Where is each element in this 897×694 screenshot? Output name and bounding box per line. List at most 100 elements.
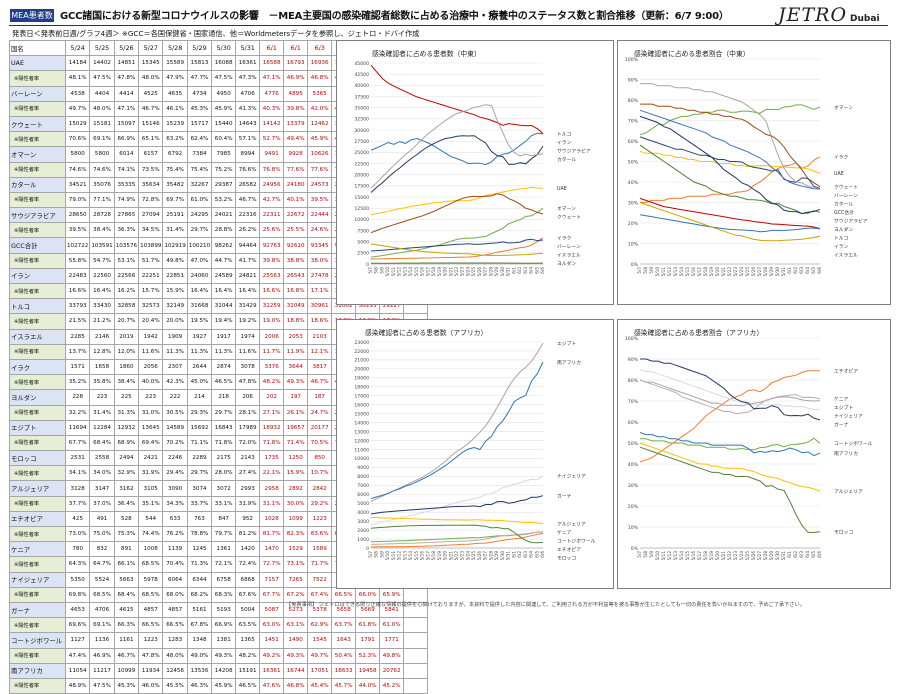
x-tick-label: 5/17 xyxy=(425,267,430,277)
count-cell: 19657 xyxy=(284,420,308,435)
count-cell: 12462 xyxy=(308,116,332,131)
pct-cell: 66.1% xyxy=(114,557,138,572)
pct-cell: 47.1% xyxy=(260,71,284,86)
header-cell-date: 5/29 xyxy=(187,41,211,56)
count-cell: 3376 xyxy=(260,359,284,374)
count-cell: 228 xyxy=(66,390,90,405)
pct-cell: 70.4% xyxy=(163,557,187,572)
count-cell: 3074 xyxy=(187,481,211,496)
pct-cell xyxy=(404,648,428,663)
pct-cell: 75.0% xyxy=(90,527,114,542)
pct-cell: 52.7% xyxy=(260,132,284,147)
x-tick-label: 5/14 xyxy=(408,267,413,277)
x-tick-label: 5/13 xyxy=(673,267,678,277)
pct-cell: 63.0% xyxy=(260,618,284,633)
country-name: エジプト xyxy=(10,420,66,435)
count-cell: 3644 xyxy=(284,359,308,374)
pct-cell: 76.8% xyxy=(260,162,284,177)
pct-cell: 49.8% xyxy=(163,253,187,268)
pct-cell: 81.7% xyxy=(260,527,284,542)
country-name: 南アフリカ xyxy=(10,663,66,678)
x-tick-label: 5/29 xyxy=(494,267,499,277)
count-cell: 5524 xyxy=(90,572,114,587)
pct-cell: 66.9% xyxy=(114,132,138,147)
pct-cell: 16.4% xyxy=(90,284,114,299)
pct-cell: 76.6% xyxy=(236,162,260,177)
x-tick-label: 5/28 xyxy=(488,551,493,561)
pct-cell: 20.4% xyxy=(139,314,163,329)
series-label: エチオピア xyxy=(557,547,581,553)
x-tick-label: 5/9 xyxy=(379,267,384,274)
count-cell: 3128 xyxy=(66,481,90,496)
count-cell: 16588 xyxy=(260,56,284,71)
x-tick-label: 5/23 xyxy=(733,551,738,561)
count-cell: 218 xyxy=(212,390,236,405)
x-tick-label: 5/17 xyxy=(697,551,702,561)
x-tick-label: 5/31 xyxy=(781,267,786,277)
count-cell: 24295 xyxy=(187,208,211,223)
series-line xyxy=(640,371,820,462)
pct-cell: 69.4% xyxy=(139,435,163,450)
count-cell: 5193 xyxy=(212,602,236,617)
y-tick-label: 60% xyxy=(628,420,639,426)
pct-label: ※陽性者率 xyxy=(10,192,66,207)
pct-cell: 12.1% xyxy=(308,344,332,359)
pct-cell: 62.4% xyxy=(187,132,211,147)
pct-cell: 67.6% xyxy=(236,587,260,602)
count-cell: 1361 xyxy=(212,542,236,557)
pct-cell: 11.9% xyxy=(284,344,308,359)
count-cell: 2531 xyxy=(66,451,90,466)
x-tick-label: 5/26 xyxy=(477,551,482,561)
count-cell: 14851 xyxy=(114,56,138,71)
y-tick-label: 10000 xyxy=(354,217,369,223)
y-tick-label: 11000 xyxy=(354,447,369,453)
count-cell: 2558 xyxy=(90,451,114,466)
count-cell: 27478 xyxy=(308,268,332,283)
logo-sub: Dubai xyxy=(850,14,879,24)
count-cell: 528 xyxy=(114,511,138,526)
y-tick-label: 6000 xyxy=(357,492,369,498)
x-tick-label: 5/18 xyxy=(703,267,708,277)
count-cell: 4635 xyxy=(163,86,187,101)
count-cell: 3105 xyxy=(139,481,163,496)
y-tick-label: 7500 xyxy=(357,228,369,234)
y-tick-label: 7000 xyxy=(357,483,369,489)
x-tick-label: 5/16 xyxy=(420,551,425,561)
series-line xyxy=(371,496,543,514)
series-line xyxy=(371,194,543,233)
series-label: アルジェリア xyxy=(834,489,863,495)
count-cell: 25191 xyxy=(163,208,187,223)
x-tick-label: 5/27 xyxy=(483,551,488,561)
pct-label: ※陽性者率 xyxy=(10,405,66,420)
count-cell: 2006 xyxy=(260,329,284,344)
count-cell: 847 xyxy=(212,511,236,526)
pct-cell: 25.5% xyxy=(284,223,308,238)
count-cell: 4776 xyxy=(260,86,284,101)
y-tick-label: 45000 xyxy=(354,61,369,67)
pct-cell: 47.5% xyxy=(212,71,236,86)
y-tick-label: 80% xyxy=(628,98,639,104)
x-tick-label: 5/13 xyxy=(402,551,407,561)
x-tick-label: 6/2 xyxy=(517,267,522,274)
pct-cell: 35.2% xyxy=(66,375,90,390)
pct-cell: 16.6% xyxy=(66,284,90,299)
country-name: トルコ xyxy=(10,299,66,314)
pct-cell: 54.7% xyxy=(90,253,114,268)
count-cell: 14184 xyxy=(66,56,90,71)
pct-cell: 47.8% xyxy=(236,375,260,390)
pct-cell: 72.4% xyxy=(236,557,260,572)
x-tick-label: 5/17 xyxy=(697,267,702,277)
x-tick-label: 5/11 xyxy=(661,551,666,561)
series-label: イスラエル xyxy=(834,253,858,259)
count-cell: 214 xyxy=(187,390,211,405)
pct-cell: 46.9% xyxy=(284,71,308,86)
count-cell: 206 xyxy=(236,390,260,405)
pct-cell: 75.4% xyxy=(187,162,211,177)
x-tick-label: 6/4 xyxy=(805,551,810,558)
series-label: ガーナ xyxy=(834,421,849,428)
series-label: モロッコ xyxy=(557,555,576,561)
series-line xyxy=(371,518,543,524)
x-tick-label: 5/24 xyxy=(739,551,744,561)
pct-cell: 71.7% xyxy=(308,557,332,572)
count-cell: 92763 xyxy=(260,238,284,253)
